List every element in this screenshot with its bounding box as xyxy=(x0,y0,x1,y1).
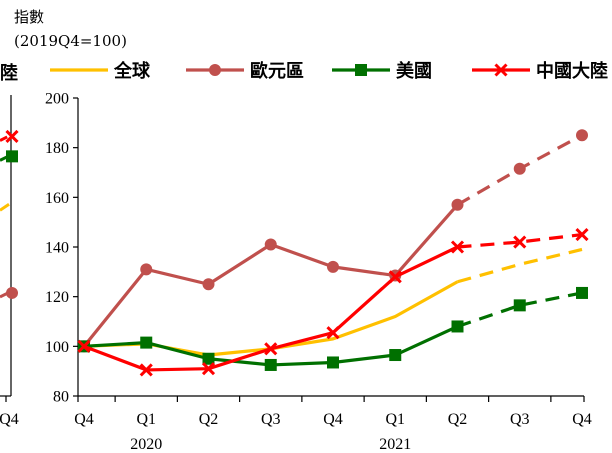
legend-marker xyxy=(355,64,367,76)
y-tick-label: 120 xyxy=(45,289,69,306)
x-tick-label: Q4 xyxy=(323,411,343,428)
left-panel-fragment: 陸 Q4 xyxy=(0,62,19,428)
data-point xyxy=(264,358,277,371)
left-legend-fragment: 陸 xyxy=(0,62,18,84)
legend: 全球 歐元區 美國 中國大陸 xyxy=(50,60,608,82)
data-point xyxy=(576,129,588,142)
unit-label-line2: (2019Q4=100) xyxy=(14,32,127,50)
x-tick-label: Q3 xyxy=(510,411,530,428)
data-point xyxy=(513,299,526,312)
data-point xyxy=(327,260,339,273)
data-point xyxy=(513,235,527,249)
data-point xyxy=(264,238,277,251)
y-tick-label: 80 xyxy=(53,389,69,406)
data-point xyxy=(201,362,216,376)
year-labels: 2020 2021 xyxy=(130,436,411,453)
y-tick-label: 200 xyxy=(45,91,69,108)
data-point xyxy=(576,286,588,299)
legend-label: 中國大陸 xyxy=(536,60,608,82)
data-point xyxy=(77,339,91,353)
left-fragment-marker xyxy=(6,150,18,163)
data-point xyxy=(327,356,339,369)
series-line-forecast xyxy=(457,247,583,284)
left-x-tick-label: Q4 xyxy=(0,411,19,428)
year-label: 2021 xyxy=(379,436,411,453)
data-point xyxy=(140,336,153,349)
year-label: 2020 xyxy=(130,436,162,453)
x-tick-label: Q3 xyxy=(261,411,281,428)
y-axis-ticks: 80 100 120 140 160 180 200 xyxy=(45,91,78,406)
series-layer xyxy=(77,129,589,377)
left-fragment-line xyxy=(0,135,9,142)
y-tick-label: 180 xyxy=(45,140,69,157)
left-fragment-marker xyxy=(5,129,19,144)
data-point xyxy=(140,263,153,276)
y-tick-label: 160 xyxy=(45,190,69,207)
y-tick-label: 140 xyxy=(45,240,69,257)
x-tick-label: Q1 xyxy=(385,411,405,428)
x-tick-label: Q2 xyxy=(199,411,219,428)
left-fragment-marker xyxy=(6,286,18,299)
data-point xyxy=(202,352,215,365)
y-tick-label: 100 xyxy=(45,339,69,356)
x-axis-ticks: Q4 Q1 Q2 Q3 Q4 Q1 Q2 Q3 Q4 xyxy=(74,396,592,428)
series-line-forecast xyxy=(457,232,583,249)
data-point xyxy=(451,320,464,333)
x-tick-label: Q4 xyxy=(572,411,592,428)
x-tick-label: Q4 xyxy=(74,411,94,428)
data-point xyxy=(139,363,153,377)
data-point xyxy=(264,342,278,356)
x-tick-label: Q1 xyxy=(136,411,156,428)
x-tick-label: Q2 xyxy=(448,411,468,428)
data-point xyxy=(326,326,340,340)
unit-label-line1: 指數 xyxy=(14,8,44,26)
legend-label: 全球 xyxy=(113,60,151,82)
legend-marker xyxy=(494,63,508,77)
data-point xyxy=(450,240,465,254)
data-point xyxy=(388,270,402,284)
data-point xyxy=(389,349,402,362)
data-point xyxy=(202,278,215,291)
left-fragment-line xyxy=(0,203,10,212)
data-point xyxy=(451,198,464,211)
legend-marker xyxy=(209,64,221,76)
legend-label: 歐元區 xyxy=(250,60,304,82)
legend-label: 美國 xyxy=(396,60,432,82)
data-point xyxy=(513,162,526,175)
data-point xyxy=(575,228,589,242)
